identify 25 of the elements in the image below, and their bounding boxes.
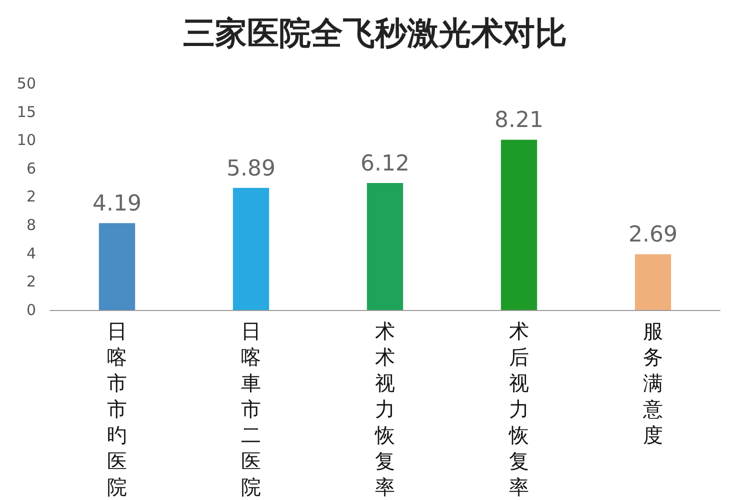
text: 50 (16, 74, 36, 92)
data-label: 2.69 (628, 222, 678, 248)
bar (500, 140, 538, 310)
data-label: 6.12 (360, 152, 410, 177)
bar (98, 223, 136, 310)
x-tick-label: 术后视力恢复率 (508, 319, 529, 499)
bar (634, 254, 672, 310)
text: 2 (26, 272, 36, 291)
data-label: 5.89 (226, 156, 276, 182)
x-tick-label: 服务满意度 (642, 319, 663, 447)
bar (366, 183, 404, 310)
text: 4 (26, 244, 36, 262)
chart-title: 三家医院全飞秒激光术对比 (183, 14, 567, 52)
data-label: 8.21 (494, 108, 544, 134)
text: 2 (26, 188, 36, 206)
x-tick-label: 日喀車市二医院 (241, 319, 261, 499)
text: 10 (16, 131, 36, 150)
text: 6 (26, 159, 36, 178)
x-tick-label: 日喀市市旳医院 (107, 319, 127, 499)
data-label: 4.19 (92, 192, 142, 217)
text: 15 (16, 102, 36, 121)
text: 0 (26, 301, 36, 319)
x-tick-label: 术术视力恢复率 (374, 319, 395, 499)
text: 8 (26, 216, 36, 234)
bar (232, 188, 270, 310)
